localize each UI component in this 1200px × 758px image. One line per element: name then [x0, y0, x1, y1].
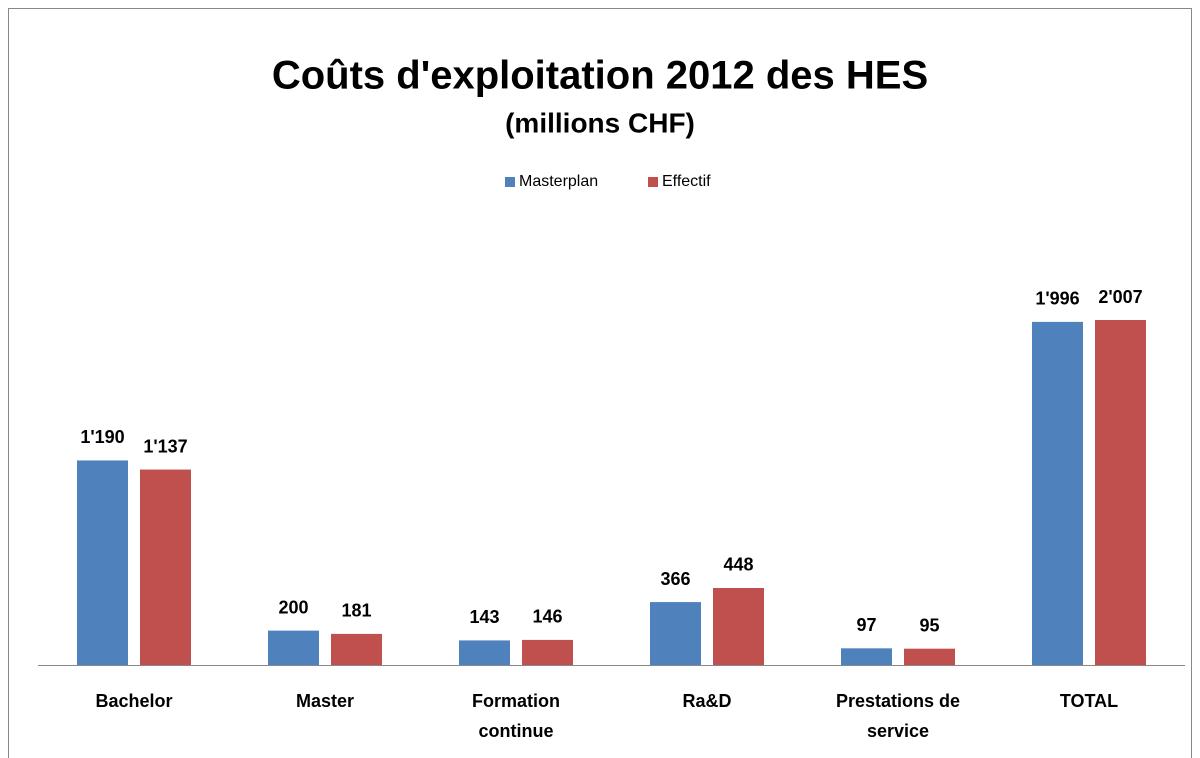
chart-border	[8, 8, 1192, 758]
value-label: 1'137	[143, 436, 187, 456]
x-tick-label: Bachelor	[95, 691, 173, 711]
bar	[331, 633, 382, 665]
x-tick-label: Formation continue	[472, 691, 560, 741]
chart-title: Coûts d'exploitation 2012 des HES	[272, 54, 928, 98]
x-tick-label: TOTAL	[1059, 691, 1119, 711]
value-label: 146	[532, 607, 562, 627]
value-label: 95	[919, 615, 939, 635]
value-label: 366	[660, 569, 690, 589]
legend-label: Effectif	[662, 173, 711, 190]
value-label: 1'190	[80, 427, 124, 447]
chart-subtitle: (millions CHF)	[505, 107, 695, 138]
bar	[904, 648, 955, 665]
bar	[650, 602, 701, 665]
x-tick-label: Prestations de service	[835, 691, 961, 741]
legend-label: Masterplan	[519, 173, 598, 190]
bar	[268, 630, 319, 665]
value-label: 448	[723, 555, 753, 575]
bar	[459, 640, 510, 665]
legend-swatch	[505, 177, 515, 187]
value-label: 1'996	[1035, 289, 1079, 309]
value-label: 181	[341, 601, 371, 621]
bar	[522, 639, 573, 665]
x-tick-label: Ra&D	[682, 691, 732, 711]
bar	[1095, 320, 1146, 665]
value-label: 143	[469, 607, 499, 627]
bar	[77, 460, 128, 665]
bar	[1032, 321, 1083, 665]
x-tick-label: Master	[295, 691, 355, 711]
value-label: 200	[278, 597, 308, 617]
legend-swatch	[648, 177, 658, 187]
value-label: 97	[856, 615, 876, 635]
value-label: 2'007	[1098, 287, 1142, 307]
bar	[713, 587, 764, 665]
bar	[841, 648, 892, 665]
bar	[140, 469, 191, 665]
